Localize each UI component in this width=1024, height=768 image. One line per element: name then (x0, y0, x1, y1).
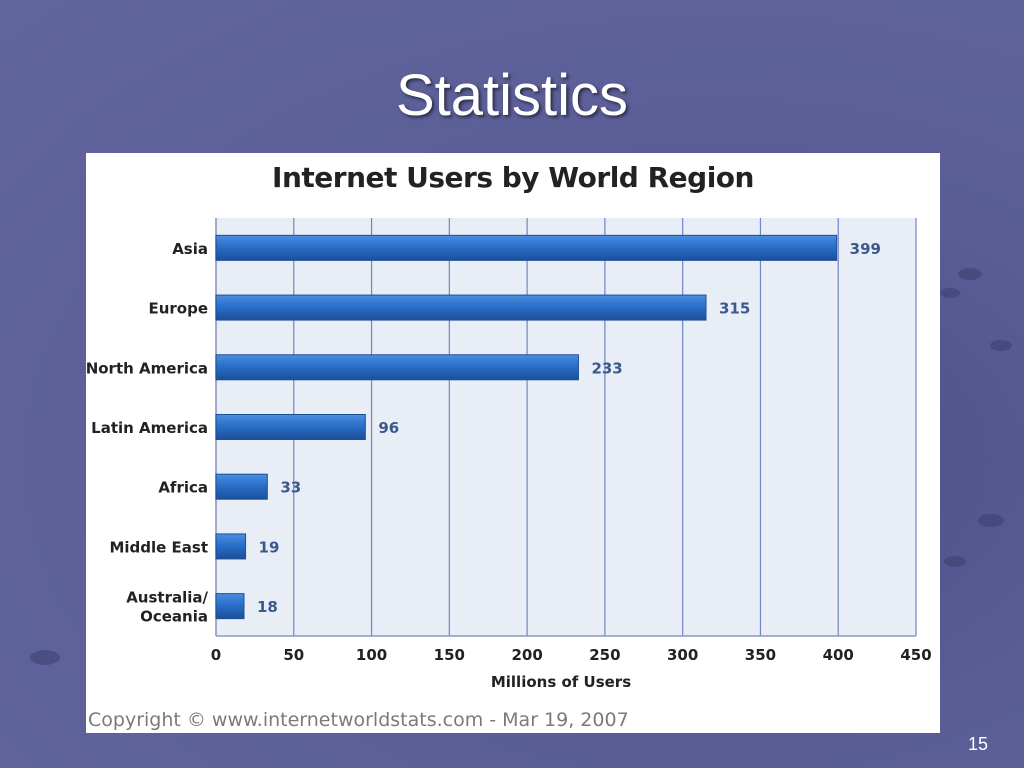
background-decoration (978, 514, 1004, 527)
x-tick-label: 350 (745, 646, 776, 664)
bar (215, 533, 247, 560)
slide-title: Statistics (395, 63, 629, 128)
x-tick-label: 400 (823, 646, 854, 664)
bar (215, 593, 245, 620)
copyright-notice: Copyright © www.internetworldstats.com -… (88, 709, 629, 731)
x-tick-label: 300 (667, 646, 698, 664)
data-label: 399 (850, 240, 881, 258)
category-label: Oceania (140, 608, 208, 626)
background-decoration (30, 650, 60, 665)
bar (215, 234, 838, 261)
bar (215, 414, 366, 440)
category-label: Europe (148, 300, 208, 318)
x-tick-label: 150 (434, 646, 465, 664)
x-axis-title: Millions of Users (491, 673, 631, 691)
page-number: 15 (967, 734, 988, 754)
chart-panel: Internet Users by World Region 0 50 100 150… (86, 153, 940, 733)
data-label: 315 (719, 300, 750, 318)
background-decoration (940, 288, 960, 298)
data-label: 19 (259, 538, 280, 556)
data-label: 96 (378, 419, 399, 437)
x-tick-label: 0 (211, 646, 221, 664)
x-tick-label: 250 (589, 646, 620, 664)
background-decoration (944, 556, 966, 567)
category-label: Africa (158, 479, 208, 497)
data-label: 18 (257, 598, 278, 616)
x-tick-label: 100 (356, 646, 387, 664)
x-tick-label: 450 (900, 646, 931, 664)
category-label: North America (86, 359, 208, 377)
background-decoration (990, 340, 1012, 351)
background-decoration (958, 268, 982, 280)
category-label: Middle East (109, 538, 208, 556)
bar (215, 294, 707, 321)
bar (215, 354, 579, 381)
category-label: Asia (172, 240, 208, 258)
bar (215, 473, 268, 500)
bar-chart: 0 50 100 150 200 250 300 350 400 450 Millions of U… (86, 218, 932, 691)
category-label: Australia/ (126, 589, 208, 607)
data-label: 33 (280, 479, 301, 497)
x-tick-label: 200 (511, 646, 542, 664)
data-label: 233 (591, 359, 622, 377)
chart-title: Internet Users by World Region (272, 161, 754, 194)
x-tick-label: 50 (283, 646, 304, 664)
category-label: Latin America (91, 419, 208, 437)
